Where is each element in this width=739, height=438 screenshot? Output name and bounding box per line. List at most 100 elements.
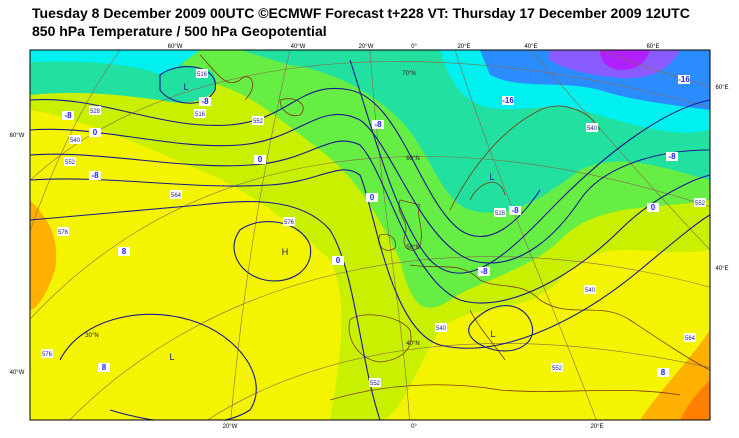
- geopotential-label-box: [170, 190, 182, 199]
- temperature-label-box: [98, 363, 110, 372]
- temperature-label: -8: [480, 267, 488, 276]
- temperature-label-box: [366, 193, 378, 202]
- lat-label: 40°N: [406, 341, 419, 347]
- temperature-label: 8: [102, 363, 107, 372]
- geopotential-label-box: [684, 333, 696, 342]
- iberia-coast: [348, 314, 412, 363]
- temperature-label-box: [89, 171, 101, 180]
- contour-576a: [30, 200, 381, 420]
- geopotential-label-box: [283, 217, 295, 226]
- temperature-label-box: [62, 111, 74, 120]
- lon-label-top: 40°W: [291, 44, 306, 50]
- geopotential-label-box: [196, 69, 208, 78]
- contour-564: [30, 169, 710, 349]
- geopotential-label-box: [194, 109, 206, 118]
- temperature-label: -16: [502, 96, 514, 105]
- lat-label: 60°N: [406, 156, 419, 162]
- geopotential-label: 576: [58, 230, 69, 236]
- lon-label-top: 20°W: [359, 44, 374, 50]
- geopotential-label: 552: [552, 366, 563, 372]
- scandinavia-coast: [449, 105, 601, 211]
- lon-label-top: 0°: [411, 44, 417, 50]
- temperature-label-box: [502, 96, 514, 105]
- cold-northwest: [30, 50, 200, 75]
- geopotential-label: 528: [90, 109, 101, 115]
- geopotential-label: 540: [587, 126, 598, 132]
- lon-label-top: 60°E: [646, 44, 659, 50]
- geopotential-label-box: [64, 157, 76, 166]
- geopotential-label: 552: [695, 201, 706, 207]
- geopotential-label: 564: [685, 336, 696, 342]
- labels: 60°W 40°W 20°W 0° 20°E 40°E 60°E 20°W 0° 20°E 60°W…: [10, 44, 729, 430]
- geopotential-label-box: [89, 106, 101, 115]
- temperature-label: -8: [64, 111, 72, 120]
- contour-576b: [233, 221, 312, 282]
- edge-label-right: 40°E: [715, 266, 728, 272]
- geopotential-label-box: [57, 227, 69, 236]
- temperature-label-box: [199, 97, 211, 106]
- temperature-label: 0: [651, 203, 656, 212]
- geopotential-label: 516: [197, 72, 208, 78]
- britain-coast: [398, 199, 422, 251]
- geopotential-label: 528: [495, 211, 506, 217]
- map-area: [30, 50, 710, 420]
- pressure-center: L: [169, 352, 174, 362]
- geopotential-label-box: [551, 363, 563, 372]
- warm-west: [30, 200, 57, 310]
- map-frame: [29, 49, 711, 421]
- geopotential-label-box: [252, 116, 264, 125]
- geopotential-label-box: [435, 323, 447, 332]
- geopotential-label-box: [369, 378, 381, 387]
- parallel-60: [30, 156, 710, 320]
- pressure-center: H: [282, 247, 289, 257]
- warm-east: [640, 330, 710, 420]
- lon-label-bottom: 0°: [411, 424, 417, 430]
- contour-540: [30, 114, 710, 264]
- temperature-label: -8: [511, 206, 519, 215]
- geopotential-contours: [30, 59, 710, 420]
- subtitle: 850 hPa Temperature / 500 hPa Geopotenti…: [32, 23, 327, 39]
- temperature-label-box: [678, 75, 690, 84]
- lon-label-top: 40°E: [524, 44, 537, 50]
- temperature-label-box: [666, 152, 678, 161]
- geopotential-label: 552: [253, 119, 264, 125]
- temperature-label-box: [332, 256, 344, 265]
- temperature-label: 0: [93, 128, 98, 137]
- lat-label: 70°N: [402, 71, 415, 77]
- contour-552: [30, 140, 710, 304]
- temperature-label-box: [478, 267, 490, 276]
- geopotential-label-box: [494, 208, 506, 217]
- temperature-label: 0: [336, 256, 341, 265]
- temperature-label: 0: [370, 193, 375, 202]
- lat-label: 30°N: [85, 333, 98, 339]
- meridian-0: [369, 50, 410, 420]
- meridian-40e: [529, 50, 710, 251]
- temperature-label-box: [657, 368, 669, 377]
- parallel-70: [30, 61, 710, 181]
- parallel-40: [207, 343, 710, 420]
- temperature-label: -8: [91, 171, 99, 180]
- temperature-label-box: [647, 203, 659, 212]
- geopotential-label: 552: [370, 381, 381, 387]
- contour-516: [159, 66, 216, 104]
- africa-coast: [329, 384, 681, 401]
- geopotential-label: 516: [195, 112, 206, 118]
- temperature-label-box: [118, 247, 130, 256]
- meridian-60w: [30, 50, 121, 232]
- meridian-20w: [230, 50, 291, 420]
- lon-label-bottom: 20°E: [590, 424, 603, 430]
- title: Tuesday 8 December 2009 00UTC ©ECMWF For…: [32, 5, 690, 21]
- geopotential-label: 540: [585, 288, 596, 294]
- parallel-50: [69, 256, 710, 420]
- geopotential-label-box: [69, 135, 81, 144]
- temperature-label-box: [509, 206, 521, 215]
- pressure-center: L: [490, 329, 495, 339]
- edge-label-left: 60°W: [10, 133, 25, 139]
- geopotential-label: 540: [70, 138, 81, 144]
- lon-label-top: 20°E: [457, 44, 470, 50]
- geopotential-label-box: [586, 123, 598, 132]
- temperature-label-box: [254, 155, 266, 164]
- contour-576c: [59, 313, 257, 420]
- temperature-label: -8: [668, 152, 676, 161]
